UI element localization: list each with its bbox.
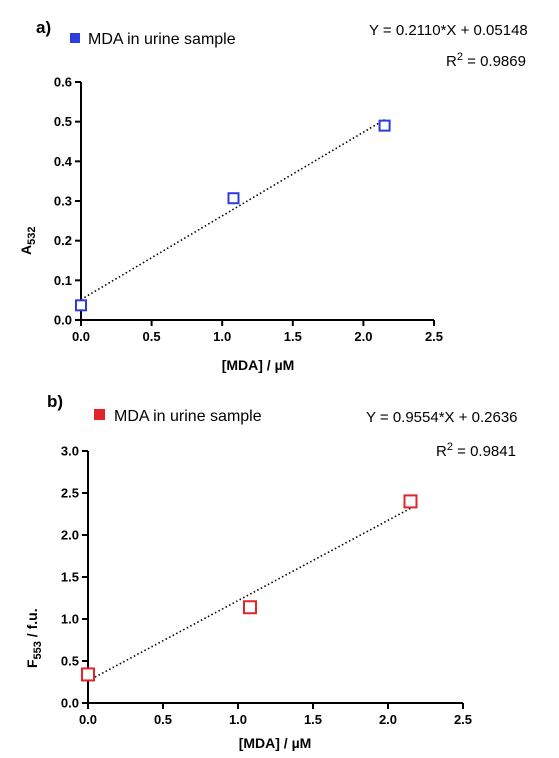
panel-a-equation: Y = 0.2110*X + 0.05148: [369, 22, 528, 39]
panel-b-legend-text: MDA in urine sample: [114, 408, 262, 425]
panel-b-x-ticks: 0.0 0.5 1.0 1.5 2.0 2.5: [79, 703, 472, 727]
panel-b-y-ticks: 0.0 0.5 1.0 1.5 2.0 2.5 3.0: [61, 444, 88, 711]
panel-a-x-ticks: 0.0 0.5 1.0 1.5 2.0 2.5: [72, 320, 443, 344]
panel-b-r2: R2 = 0.9841: [436, 441, 516, 460]
fit-line: [80, 118, 385, 301]
panel-a-x-axis-title: [MDA] / µM: [222, 357, 295, 373]
data-point: [75, 299, 87, 312]
data-point: [378, 119, 391, 132]
panel-a-label: a): [36, 18, 51, 37]
panel-a-legend-text: MDA in urine sample: [88, 31, 236, 48]
y-tick-label: 0.0: [61, 696, 79, 711]
panel-b-label: b): [47, 392, 63, 411]
y-tick-label: 0.6: [54, 75, 72, 90]
panel-b-plot-area: [81, 494, 418, 682]
x-tick-label: 2.0: [354, 329, 372, 344]
panel-a-y-ticks: 0.0 0.1 0.2 0.3 0.4 0.5 0.6: [54, 75, 81, 328]
panel-a-y-axis-title: A532: [18, 227, 38, 255]
panel-b: b) MDA in urine sample Y = 0.9554*X + 0.…: [24, 392, 518, 751]
x-tick-label: 1.5: [284, 329, 302, 344]
x-tick-label: 2.0: [379, 712, 397, 727]
x-tick-label: 0.5: [154, 712, 172, 727]
y-tick-label: 0.5: [54, 114, 72, 129]
y-tick-label: 1.5: [61, 570, 79, 585]
y-tick-label: 0.4: [54, 154, 73, 169]
x-tick-label: 0.5: [143, 329, 161, 344]
panel-b-x-axis-title: [MDA] / µM: [239, 735, 312, 751]
y-tick-label: 0.0: [54, 313, 72, 328]
x-tick-label: 1.0: [213, 329, 231, 344]
panel-a-legend-marker: [70, 33, 80, 43]
panel-a: a) MDA in urine sample Y = 0.2110*X + 0.…: [18, 18, 528, 373]
data-point: [81, 667, 95, 682]
fit-line: [87, 507, 411, 682]
y-tick-label: 2.0: [61, 528, 79, 543]
x-tick-label: 0.0: [79, 712, 97, 727]
y-tick-label: 2.5: [61, 486, 79, 501]
x-tick-label: 0.0: [72, 329, 90, 344]
x-tick-label: 2.5: [425, 329, 443, 344]
panel-b-y-axis-title: F553 / f.u.: [24, 608, 44, 668]
y-tick-label: 0.1: [54, 273, 72, 288]
y-tick-label: 1.0: [61, 612, 79, 627]
data-point: [243, 600, 257, 615]
y-tick-label: 0.2: [54, 233, 72, 248]
data-point: [403, 494, 418, 509]
x-tick-label: 1.0: [229, 712, 247, 727]
data-point: [227, 192, 240, 205]
x-tick-label: 2.5: [454, 712, 472, 727]
x-tick-label: 1.5: [304, 712, 322, 727]
y-tick-label: 0.5: [61, 654, 79, 669]
y-tick-label: 3.0: [61, 444, 79, 459]
panel-a-r2: R2 = 0.9869: [446, 51, 526, 70]
panel-b-legend-marker: [94, 409, 105, 420]
panel-b-equation: Y = 0.9554*X + 0.2636: [366, 409, 518, 426]
y-tick-label: 0.3: [54, 194, 72, 209]
panel-a-plot-area: [75, 118, 391, 312]
